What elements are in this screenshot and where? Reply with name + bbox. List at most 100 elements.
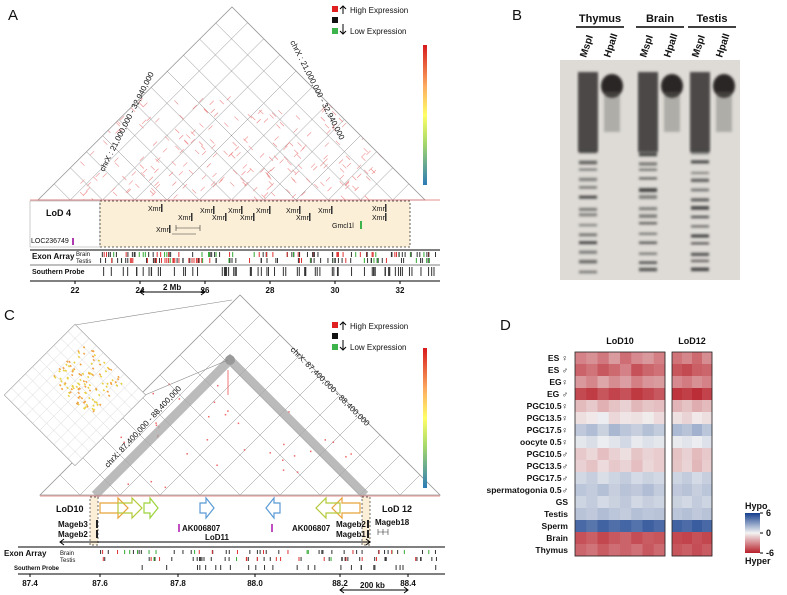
- probe: [276, 258, 278, 263]
- contact: [331, 110, 337, 116]
- contact: [91, 198, 96, 200]
- probe: [428, 252, 430, 257]
- heat-cell: [575, 400, 587, 413]
- heat-cell: [586, 376, 598, 389]
- band: [691, 252, 709, 256]
- grid-line: [139, 394, 241, 495]
- probe: [191, 258, 193, 263]
- probe: [262, 252, 264, 257]
- probe: [260, 267, 262, 276]
- gene-label: Mageb2: [336, 520, 366, 529]
- probe: [127, 258, 129, 263]
- gene-arrow: [199, 496, 215, 520]
- probe: [153, 557, 155, 561]
- probe: [423, 252, 425, 257]
- contact: [253, 186, 258, 192]
- heat-cell: [620, 532, 632, 545]
- gene-arrow: [143, 496, 159, 520]
- probe: [260, 258, 262, 263]
- contact: [268, 181, 274, 186]
- contact: [64, 381, 67, 385]
- probe: [328, 557, 330, 561]
- contact: [210, 108, 215, 114]
- contact: [88, 389, 92, 392]
- gene-mark: [309, 213, 311, 221]
- heat-cell: [575, 496, 587, 509]
- probe: [402, 565, 404, 570]
- heat-cell: [597, 460, 610, 473]
- probe: [341, 258, 343, 263]
- probe: [228, 267, 230, 276]
- contact: [114, 380, 118, 384]
- contact: [266, 169, 272, 174]
- contact: [186, 134, 191, 139]
- contact: [320, 116, 326, 122]
- probe: [100, 550, 102, 554]
- legend-text: Low Expression: [350, 343, 406, 352]
- contact: [119, 116, 125, 121]
- heat-cell: [672, 448, 683, 461]
- heat-cell: [702, 352, 713, 365]
- contact: [296, 154, 302, 159]
- heat-cell: [702, 520, 713, 533]
- probe: [138, 252, 140, 257]
- probe: [102, 557, 104, 561]
- contact: [183, 139, 189, 145]
- probe: [391, 550, 393, 554]
- contact: [90, 113, 96, 118]
- contact: [73, 367, 76, 371]
- contact: [230, 182, 235, 187]
- contact: [139, 164, 145, 169]
- probe: [367, 258, 369, 263]
- legend-swatch: [332, 333, 338, 339]
- heat-cell: [672, 544, 683, 557]
- probe: [214, 252, 216, 257]
- contact: [246, 168, 252, 174]
- heat-cell: [631, 496, 643, 509]
- heat-cell: [575, 484, 587, 497]
- probe: [337, 267, 339, 276]
- probe: [183, 267, 185, 276]
- probe: [197, 258, 199, 263]
- probe: [131, 252, 133, 257]
- contact: [212, 172, 217, 178]
- contact: [328, 104, 333, 109]
- probe: [146, 258, 148, 263]
- legend-text: High Expression: [350, 6, 408, 15]
- probe: [337, 252, 339, 257]
- heat-cell: [682, 460, 693, 473]
- heat-cell: [608, 532, 621, 545]
- band: [639, 214, 657, 218]
- row-label: EG♀: [549, 377, 568, 387]
- contact: [296, 471, 299, 473]
- gene-mark: [253, 213, 255, 221]
- probe: [209, 258, 211, 263]
- contact: [309, 450, 312, 453]
- contact: [58, 370, 61, 373]
- enzyme-label: MspI: [690, 34, 708, 59]
- heatmap-frame: [671, 351, 713, 557]
- gene-label: AK006807: [292, 524, 331, 533]
- probe: [158, 258, 160, 263]
- lod-span: [59, 538, 371, 546]
- probe: [375, 252, 377, 257]
- probe: [319, 267, 321, 276]
- lane: [713, 74, 735, 132]
- heat-cell: [575, 472, 587, 485]
- contact: [368, 166, 373, 172]
- contact: [115, 384, 119, 387]
- band: [691, 259, 709, 263]
- probe: [129, 258, 131, 263]
- scale-arrow: [139, 288, 206, 296]
- contact: [345, 184, 350, 190]
- contact: [350, 453, 352, 455]
- heat-cell: [620, 520, 632, 533]
- probe: [388, 267, 390, 276]
- probe: [331, 267, 333, 276]
- band: [579, 241, 597, 245]
- probe: [188, 258, 190, 263]
- probe: [337, 267, 339, 276]
- contact: [288, 141, 294, 147]
- contact: [243, 449, 246, 451]
- legend-text: High Expression: [350, 322, 408, 331]
